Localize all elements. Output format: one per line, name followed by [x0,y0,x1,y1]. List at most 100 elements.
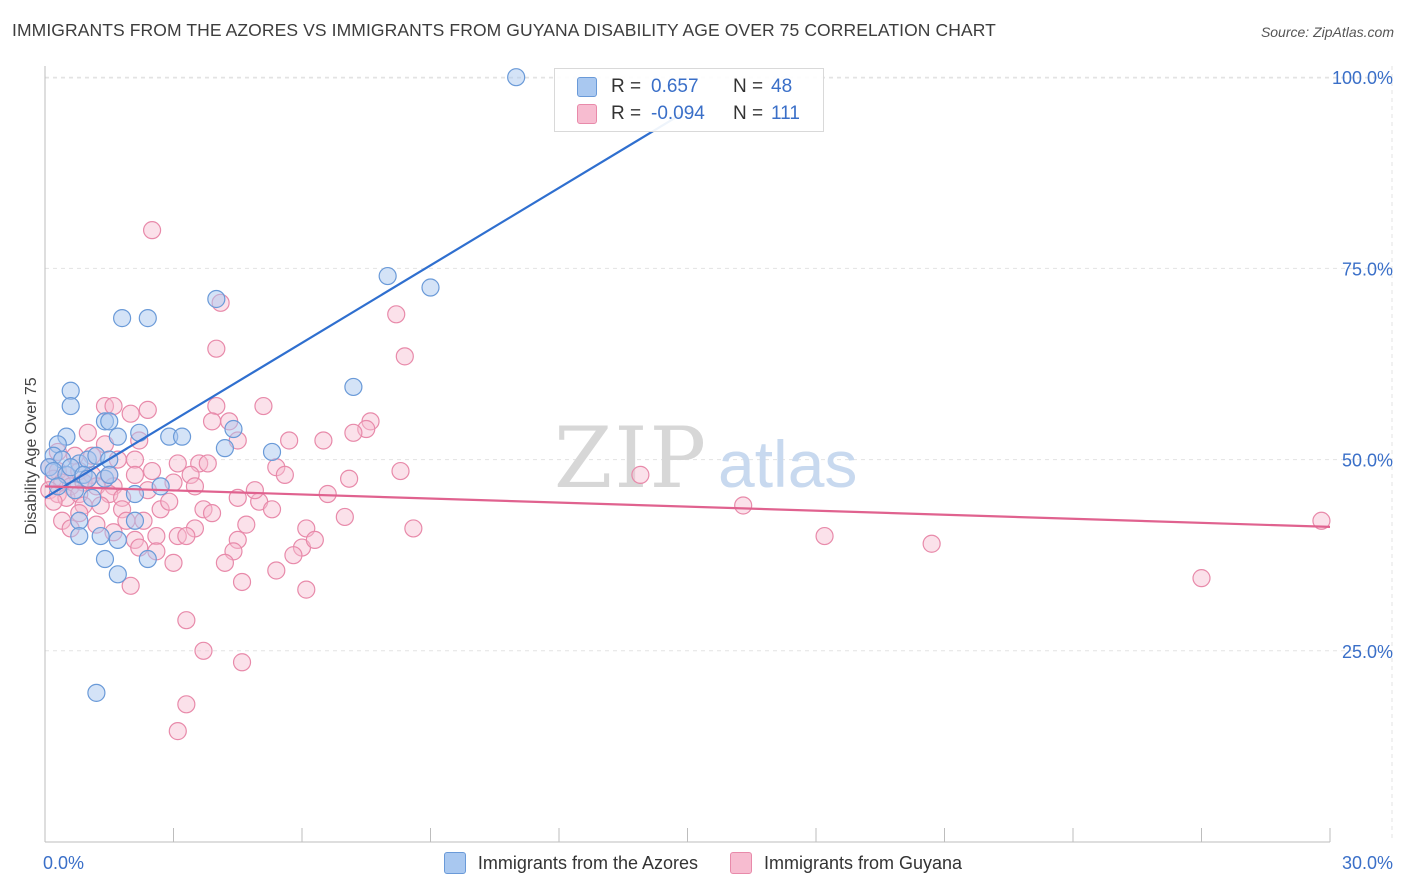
y-tick-label: 50.0% [1342,451,1393,471]
y-tick-label: 100.0% [1332,68,1393,88]
guyana-point [395,347,414,366]
guyana-point [815,526,834,546]
series-legend: Immigrants from the Azores Immigrants fr… [0,852,1406,874]
azores-point [207,289,226,309]
azores-point [138,549,157,569]
legend-r-value: -0.094 [651,103,705,124]
azores-point [95,549,115,569]
guyana-point [404,519,423,538]
azores-legend-swatch [443,852,466,874]
legend-item-guyana[interactable]: Immigrants from Guyana [730,852,962,874]
azores-point [262,442,282,462]
legend-label-azores: Immigrants from the Azores [477,852,698,873]
guyana-point [254,396,273,416]
azores-point [91,526,110,546]
guyana-point [314,431,333,450]
guyana-legend-swatch [730,852,752,874]
legend-n-value: 48 [771,76,793,97]
x-tick-label: 0.0% [43,853,84,873]
azores-point [108,530,127,550]
guyana-point [207,339,226,358]
guyana-point [237,515,256,534]
guyana-swatch [577,104,597,124]
guyana-point [121,404,140,423]
guyana-point [168,722,187,741]
guyana-point [198,454,217,473]
legend-n-label: N = [733,76,764,97]
azores-point [108,427,127,446]
legend-item-azores[interactable]: Immigrants from the Azores [443,852,698,874]
azores-point [83,488,102,507]
guyana-point [280,431,299,450]
azores-point [138,309,157,328]
guyana-point [202,412,222,431]
azores-point [70,511,89,530]
guyana-point [344,423,363,442]
azores-point [100,465,119,484]
guyana-point [391,461,410,481]
guyana-point [207,396,226,416]
azores-point [61,396,80,416]
y-tick-label: 75.0% [1342,259,1393,279]
azores-point [224,419,243,439]
azores-point [61,381,80,400]
legend-label-guyana: Immigrants from Guyana [764,852,963,873]
watermark-atlas: atlas [718,427,857,501]
guyana-point [112,500,132,519]
guyana-trend-line [44,485,1331,529]
guyana-point [734,496,753,515]
guyana-point [262,500,282,519]
guyana-point [194,500,213,519]
azores-point [100,412,119,431]
guyana-point [125,465,145,484]
guyana-point [194,641,213,660]
azores-point [172,427,192,446]
azores-point [125,511,145,530]
guyana-point [181,465,200,484]
guyana-point [138,400,157,419]
azores-point [421,278,440,297]
guyana-point [177,695,196,714]
stats-legend: R = 0.657 N = 48 R = -0.094 N = 111 [554,68,824,132]
guyana-point [922,534,941,553]
azores-point [378,266,397,286]
guyana-point [267,561,286,580]
legend-r-label: R = [611,103,642,124]
azores-point [70,526,89,546]
guyana-point [164,553,183,572]
guyana-point [168,454,187,473]
source-label: Source: ZipAtlas.com [1260,24,1394,40]
guyana-point [160,492,179,511]
trend-lines [44,106,1331,529]
azores-point [151,477,170,496]
azores-point [87,683,106,702]
guyana-point [335,507,354,527]
guyana-point [78,423,97,442]
guyana-point [147,526,166,546]
guyana-point [340,469,359,488]
guyana-point [297,580,316,599]
guyana-point [202,504,222,523]
azores-point [108,565,127,584]
chart-title: IMMIGRANTS FROM THE AZORES VS IMMIGRANTS… [12,20,996,40]
azores-point [65,481,85,500]
guyana-point [1192,569,1211,588]
guyana-point [104,396,123,416]
legend-r-value: 0.657 [651,76,699,97]
azores-series [40,68,526,702]
guyana-point [142,221,162,240]
guyana-point [387,305,406,324]
guyana-point [275,465,294,484]
legend-n-label: N = [733,103,764,124]
guyana-point [245,481,264,500]
watermark: ZIP atlas [554,409,857,507]
legend-n-value: 111 [771,103,800,124]
tick-labels: 25.0% 50.0% 75.0% 100.0% 0.0% 30.0% [43,68,1393,873]
guyana-point [1312,511,1331,530]
guyana-point [215,553,234,572]
legend-row-azores: R = 0.657 N = 48 [577,74,792,100]
guyana-point [305,530,324,550]
y-axis-label: Disability Age Over 75 [23,377,40,535]
azores-swatch [577,77,597,97]
